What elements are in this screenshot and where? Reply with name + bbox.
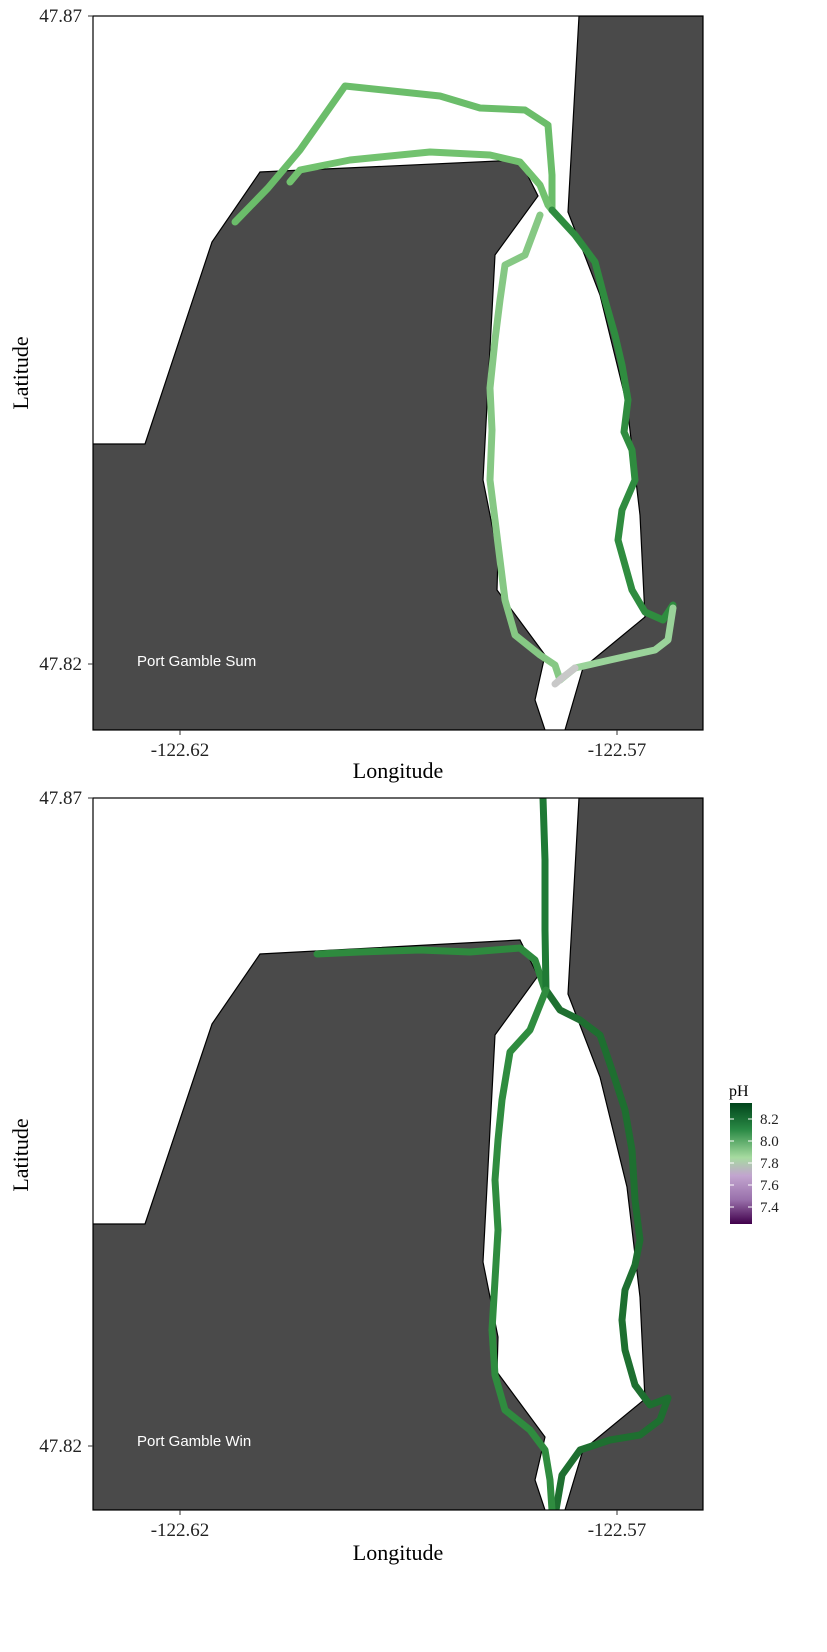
land-west [93, 939, 546, 1510]
y-tick-label: 47.82 [39, 1436, 82, 1457]
map-panel-summer: 47.87 47.82 -122.62 -122.57 Longitude La… [8, 6, 704, 783]
y-tick-label: 47.87 [39, 788, 82, 809]
track-winter-west [488, 986, 556, 1510]
y-tick-label: 47.87 [39, 6, 82, 27]
map-panel-winter: 47.87 47.82 -122.62 -122.57 Longitude La… [8, 788, 704, 1565]
track-winter-north [539, 798, 550, 994]
x-tick-label: -122.57 [588, 1520, 647, 1541]
legend-tick-label: 8.0 [760, 1134, 779, 1150]
y-axis-title: Latitude [8, 1118, 33, 1191]
x-axis-title: Longitude [353, 758, 443, 783]
track-summer-west [486, 211, 564, 684]
x-tick-label: -122.62 [151, 1520, 210, 1541]
land-west [93, 159, 546, 730]
x-tick-label: -122.57 [588, 740, 647, 761]
panel-label: Port Gamble Win [137, 1433, 251, 1450]
track-winter-coast [313, 944, 549, 994]
track-summer-outer [231, 82, 556, 226]
panel-border [92, 15, 704, 731]
land-east [564, 16, 703, 730]
legend-tick-label: 7.6 [760, 1178, 779, 1194]
panel-border [92, 797, 704, 1511]
track-winter-east [542, 986, 672, 1510]
legend-title: pH [729, 1083, 749, 1100]
legend-tick-label: 7.4 [760, 1200, 779, 1216]
track-summer-coast [286, 148, 556, 214]
legend-tick-label: 8.2 [760, 1112, 779, 1128]
x-axis-title: Longitude [353, 1540, 443, 1565]
legend-colorbar [730, 1103, 752, 1224]
ph-legend: pH 8.2 8.0 7.8 7.6 7.4 [729, 1083, 779, 1224]
x-tick-label: -122.62 [151, 740, 210, 761]
legend-tick-label: 7.8 [760, 1156, 779, 1172]
track-summer-east [548, 206, 677, 624]
panel-label: Port Gamble Sum [137, 653, 256, 670]
y-axis-title: Latitude [8, 336, 33, 409]
track-summer-low-ph [551, 664, 579, 688]
y-tick-label: 47.82 [39, 654, 82, 675]
